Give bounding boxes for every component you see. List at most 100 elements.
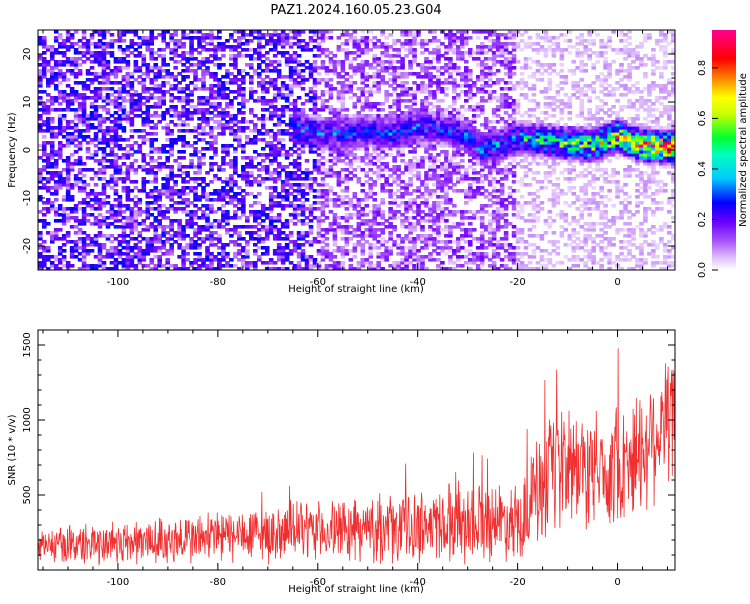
heatmap-cell	[205, 72, 210, 76]
heatmap-cell	[276, 39, 282, 43]
heatmap-cell	[133, 246, 139, 250]
heatmap-cell	[241, 126, 246, 130]
chart-title: PAZ1.2024.160.05.23.G04	[270, 3, 441, 18]
heatmap-cell	[356, 234, 362, 238]
heatmap-cell	[452, 102, 457, 106]
heatmap-cell	[141, 117, 147, 121]
heatmap-cell	[328, 69, 334, 73]
heatmap-cell	[392, 213, 397, 217]
heatmap-cell	[428, 81, 433, 85]
heatmap-cell	[440, 240, 445, 244]
heatmap-cell	[233, 159, 238, 163]
heatmap-cell	[352, 153, 358, 157]
heatmap-cell	[376, 207, 381, 211]
heatmap-cell	[129, 45, 135, 49]
heatmap-cell	[376, 39, 381, 43]
heatmap-cell	[364, 219, 370, 223]
heatmap-cell	[225, 216, 230, 220]
heatmap-cell	[408, 222, 413, 226]
heatmap-cell	[113, 159, 119, 163]
heatmap-cell	[85, 42, 91, 46]
heatmap-cell	[428, 144, 433, 148]
heatmap-cell	[300, 210, 306, 214]
heatmap-cell	[153, 63, 159, 67]
heatmap-cell	[376, 90, 381, 94]
heatmap-cell	[364, 258, 370, 262]
heatmap-cell	[181, 264, 186, 268]
heatmap-cell	[101, 117, 107, 121]
heatmap-cell	[356, 267, 362, 270]
heatmap-cell	[452, 81, 457, 85]
heatmap-cell	[93, 108, 99, 112]
heatmap-cell	[105, 183, 111, 187]
heatmap-cell	[324, 78, 330, 82]
heatmap-cell	[312, 120, 318, 124]
heatmap-cell	[217, 246, 222, 250]
heatmap-cell	[288, 261, 294, 265]
heatmap-cell	[93, 201, 99, 205]
heatmap-cell	[109, 174, 115, 178]
heatmap-cell	[340, 168, 346, 172]
heatmap-cell	[352, 57, 358, 61]
heatmap-cell	[113, 171, 119, 175]
heatmap-cell	[209, 168, 214, 172]
heatmap-cell	[185, 96, 190, 100]
heatmap-cell	[392, 261, 397, 265]
heatmap-cell	[340, 93, 346, 97]
heatmap-cell	[209, 252, 214, 256]
heatmap-cell	[260, 228, 266, 232]
heatmap-cell	[97, 264, 103, 268]
heatmap-cell	[53, 237, 59, 241]
heatmap-cell	[209, 135, 214, 139]
heatmap-cell	[137, 81, 143, 85]
heatmap-cell	[89, 96, 95, 100]
heatmap-cell	[436, 231, 441, 235]
heatmap-cell	[256, 138, 262, 142]
heatmap-cell	[264, 87, 270, 91]
heatmap-cell	[364, 75, 370, 79]
heatmap-cell	[444, 126, 449, 130]
heatmap-cell	[272, 123, 278, 127]
heatmap-cell	[209, 198, 214, 202]
heatmap-cell	[432, 240, 437, 244]
heatmap-cell	[65, 186, 71, 190]
heatmap-cell	[137, 69, 143, 73]
heatmap-cell	[38, 168, 43, 172]
heatmap-cell	[249, 81, 254, 85]
heatmap-cell	[189, 165, 194, 169]
heatmap-cell	[141, 120, 147, 124]
heatmap-cell	[201, 84, 206, 88]
heatmap-cell	[177, 228, 182, 232]
heatmap-cell	[320, 204, 326, 208]
heatmap-cell	[324, 189, 330, 193]
heatmap-cell	[57, 75, 63, 79]
heatmap-cell	[328, 153, 334, 157]
heatmap-cell	[292, 141, 298, 145]
heatmap-cell	[141, 54, 147, 58]
heatmap-cell	[376, 153, 381, 157]
heatmap-cell	[364, 234, 370, 238]
heatmap-cell	[276, 255, 282, 259]
heatmap-cell	[404, 114, 409, 118]
heatmap-cell	[308, 96, 314, 100]
heatmap-cell	[356, 51, 362, 55]
heatmap-cell	[69, 120, 75, 124]
heatmap-cell	[201, 120, 206, 124]
heatmap-cell	[392, 102, 397, 106]
heatmap-cell	[137, 201, 143, 205]
heatmap-cell	[205, 69, 210, 73]
heatmap-cell	[444, 81, 449, 85]
heatmap-cell	[284, 246, 290, 250]
heatmap-cell	[460, 228, 465, 232]
heatmap-cell	[448, 132, 453, 136]
heatmap-cell	[460, 120, 465, 124]
heatmap-cell	[368, 249, 374, 253]
heatmap-cell	[392, 54, 397, 58]
heatmap-cell	[372, 219, 378, 223]
heatmap-cell	[69, 93, 75, 97]
heatmap-cell	[260, 210, 266, 214]
heatmap-cell	[249, 192, 254, 196]
heatmap-cell	[268, 210, 274, 214]
heatmap-cell	[177, 99, 182, 103]
heatmap-cell	[221, 84, 226, 88]
